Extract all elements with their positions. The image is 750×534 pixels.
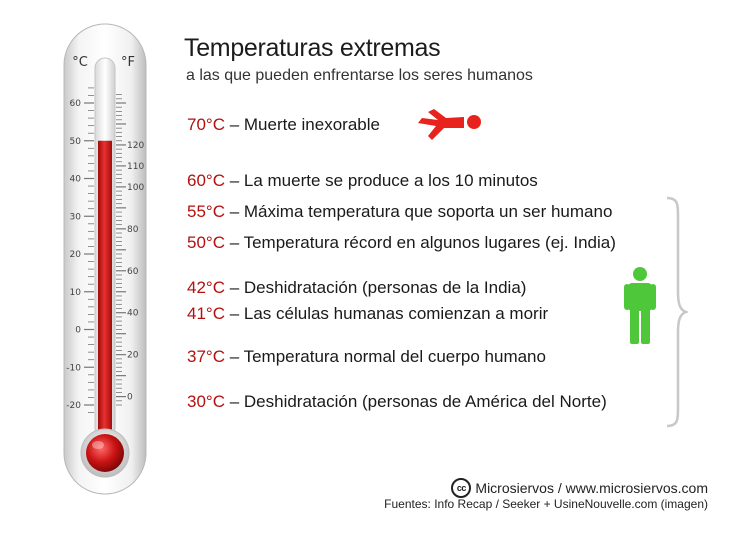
- temperature-description: – Muerte inexorable: [224, 115, 380, 134]
- temperature-description: – Las células humanas comienzan a morir: [224, 304, 549, 323]
- temperature-description: – Deshidratación (personas de la India): [224, 278, 527, 297]
- celsius-tick-label: 50: [70, 137, 82, 147]
- celsius-tick-label: 40: [70, 175, 82, 185]
- fahrenheit-tick-label: 0: [127, 393, 133, 403]
- credit-text: Microsiervos / www.microsiervos.com: [475, 480, 708, 496]
- temperature-value: 60°C: [187, 171, 225, 190]
- celsius-tick-label: -10: [66, 363, 81, 373]
- temperature-value: 55°C: [187, 202, 225, 221]
- fallen-person-icon: [418, 109, 481, 140]
- list-item: 60°C – La muerte se produce a los 10 min…: [187, 171, 538, 191]
- temperature-description: – Máxima temperatura que soporta un ser …: [224, 202, 613, 221]
- temperature-value: 42°C: [187, 278, 225, 297]
- celsius-unit-label: °C: [72, 55, 88, 70]
- fahrenheit-tick-label: 110: [127, 162, 144, 172]
- temperature-description: – Temperatura normal del cuerpo humano: [224, 347, 546, 366]
- list-item: 70°C – Muerte inexorable: [187, 115, 380, 135]
- temperature-description: – La muerte se produce a los 10 minutos: [224, 171, 538, 190]
- celsius-tick-label: 30: [70, 212, 82, 222]
- page-title: Temperaturas extremas: [184, 34, 441, 62]
- fahrenheit-unit-label: °F: [121, 55, 135, 70]
- brace-icon: [666, 196, 688, 428]
- fahrenheit-tick-label: 20: [127, 351, 139, 361]
- mercury-column: [98, 140, 112, 440]
- fahrenheit-tick-label: 40: [127, 309, 139, 319]
- celsius-tick-label: 20: [70, 250, 82, 260]
- celsius-tick-label: -20: [66, 401, 81, 411]
- fahrenheit-tick-label: 60: [127, 267, 139, 277]
- celsius-tick-label: 10: [70, 288, 82, 298]
- credit-line: cc Microsiervos / www.microsiervos.com: [451, 478, 708, 498]
- temperature-value: 50°C: [187, 233, 225, 252]
- temperature-value: 70°C: [187, 115, 225, 134]
- list-item: 41°C – Las células humanas comienzan a m…: [187, 304, 548, 324]
- celsius-tick-label: 0: [75, 326, 81, 336]
- standing-person-icon: [624, 267, 656, 344]
- sources-text: Fuentes: Info Recap / Seeker + UsineNouv…: [384, 497, 708, 511]
- page-subtitle: a las que pueden enfrentarse los seres h…: [186, 67, 533, 84]
- temperature-value: 41°C: [187, 304, 225, 323]
- list-item: 42°C – Deshidratación (personas de la In…: [187, 278, 526, 298]
- fahrenheit-tick-label: 80: [127, 225, 139, 235]
- fahrenheit-tick-label: 120: [127, 141, 144, 151]
- temperature-description: – Deshidratación (personas de América de…: [224, 392, 607, 411]
- list-item: 55°C – Máxima temperatura que soporta un…: [187, 202, 612, 222]
- creative-commons-icon: cc: [451, 478, 472, 498]
- temperature-value: 30°C: [187, 392, 225, 411]
- list-item: 50°C – Temperatura récord en algunos lug…: [187, 233, 616, 253]
- mercury-bulb: [86, 434, 124, 472]
- list-item: 30°C – Deshidratación (personas de Améri…: [187, 392, 607, 412]
- celsius-tick-label: 60: [70, 99, 82, 109]
- temperature-value: 37°C: [187, 347, 225, 366]
- fahrenheit-tick-label: 100: [127, 183, 144, 193]
- list-item: 37°C – Temperatura normal del cuerpo hum…: [187, 347, 546, 367]
- temperature-description: – Temperatura récord en algunos lugares …: [224, 233, 616, 252]
